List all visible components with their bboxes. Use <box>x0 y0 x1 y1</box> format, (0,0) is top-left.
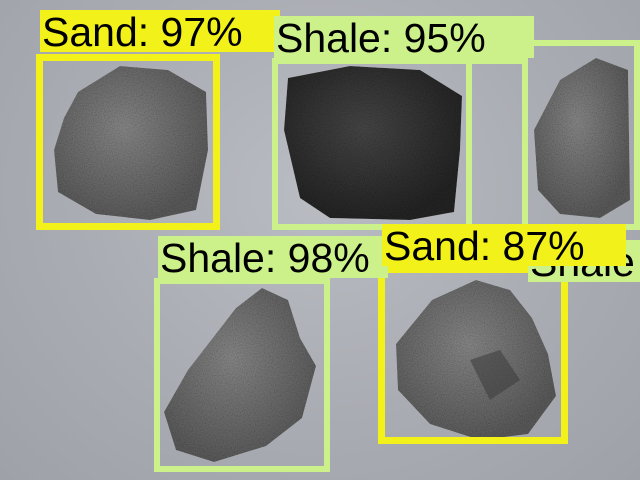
rock-sand-1 <box>54 66 208 220</box>
label-sand-97: Sand: 97% <box>40 10 280 52</box>
box-sand-97 <box>36 54 220 230</box>
rock-shale-1 <box>284 66 462 220</box>
label-sand-87: Sand: 87% <box>382 224 626 266</box>
box-shale-right <box>466 40 640 230</box>
rock-shale-3 <box>164 288 316 462</box>
box-shale-98 <box>154 278 330 472</box>
box-sand-87 <box>378 266 568 444</box>
label-shale-98: Shale: 98% <box>158 236 388 278</box>
rock-shale-2 <box>534 58 630 218</box>
label-shale-95: Shale: 95% <box>274 16 534 58</box>
